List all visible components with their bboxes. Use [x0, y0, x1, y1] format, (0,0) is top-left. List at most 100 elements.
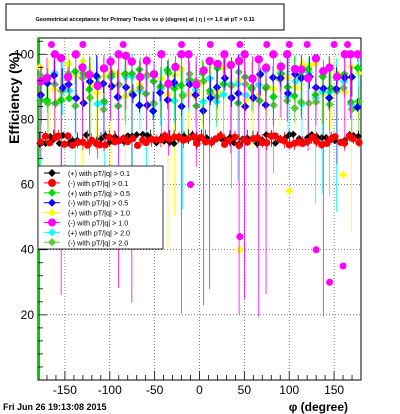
data-point: [177, 50, 186, 59]
data-point: [37, 138, 45, 146]
data-point: [253, 139, 261, 148]
y-tick-label: 20: [21, 308, 35, 322]
data-point: [212, 83, 222, 92]
data-point: [227, 93, 236, 103]
data-point: [85, 77, 95, 86]
data-point: [241, 102, 250, 111]
data-point: [355, 138, 363, 147]
data-point: [51, 99, 60, 108]
data-point: [135, 101, 144, 110]
data-point: [285, 41, 293, 49]
data-point: [234, 89, 243, 98]
data-point: [339, 83, 348, 93]
data-point: [231, 133, 239, 141]
data-point: [206, 41, 214, 49]
data-point: [97, 135, 105, 143]
data-point: [220, 50, 229, 59]
data-point: [78, 69, 88, 78]
data-point: [285, 187, 294, 196]
data-point: [254, 55, 263, 64]
data-point: [353, 63, 362, 73]
data-point: [290, 64, 300, 74]
data-point: [296, 97, 306, 107]
data-point: [235, 141, 243, 150]
data-point: [50, 50, 60, 59]
data-point: [226, 60, 236, 70]
x-tick-label: 0: [196, 383, 203, 397]
data-point: [148, 106, 158, 116]
data-point: [185, 75, 194, 85]
data-point: [325, 93, 334, 103]
data-point: [170, 84, 179, 93]
data-point: [349, 134, 357, 143]
data-point: [240, 50, 249, 59]
data-point: [241, 90, 250, 100]
data-point: [92, 88, 101, 98]
data-point: [129, 135, 137, 143]
data-point: [93, 81, 102, 91]
data-point: [192, 80, 201, 89]
data-point: [85, 93, 95, 102]
data-point: [236, 41, 244, 49]
data-point: [206, 93, 215, 103]
series-2: [36, 54, 362, 111]
data-point: [353, 50, 362, 59]
data-point: [219, 79, 228, 89]
data-point: [235, 245, 244, 254]
data-point: [43, 79, 52, 88]
data-point: [48, 178, 56, 187]
data-point: [205, 56, 214, 66]
x-tick-label: 100: [279, 383, 299, 397]
data-point: [354, 97, 364, 106]
data-point: [193, 139, 201, 147]
data-point: [201, 138, 210, 146]
data-point: [249, 93, 258, 103]
data-point: [99, 64, 109, 73]
data-point: [85, 70, 94, 79]
data-point: [346, 50, 355, 59]
data-point: [303, 134, 312, 142]
data-point: [71, 67, 80, 76]
legend-label: (-) with pT/|q| > 0.1: [68, 179, 128, 188]
data-point: [58, 83, 67, 93]
data-point: [143, 100, 152, 110]
data-point: [171, 62, 180, 72]
data-point: [74, 138, 82, 147]
data-point: [48, 228, 56, 237]
legend-label: (-) with pT/|q| > 2.0: [68, 238, 128, 247]
legend-label: (+) with pT/|q| > 0.1: [68, 169, 130, 178]
data-point: [322, 134, 330, 142]
data-point: [48, 198, 56, 207]
data-point: [220, 73, 230, 83]
data-point: [297, 65, 306, 74]
legend-box: [37, 165, 164, 250]
data-point: [170, 96, 179, 105]
data-point: [56, 54, 66, 63]
data-point: [280, 137, 288, 145]
data-point: [54, 132, 62, 140]
data-point: [163, 95, 173, 105]
data-point: [78, 63, 87, 72]
data-point: [325, 63, 334, 72]
data-point: [60, 140, 68, 148]
legend-label: (-) with pT/|q| > 1.0: [68, 219, 128, 228]
data-point: [344, 41, 352, 49]
data-point: [262, 131, 270, 139]
data-point: [92, 71, 101, 81]
data-point: [241, 80, 250, 89]
x-tick-label: -150: [53, 383, 77, 397]
data-point: [290, 103, 299, 113]
data-point: [263, 41, 271, 49]
data-point: [83, 141, 92, 149]
data-point: [304, 65, 313, 74]
data-point: [276, 62, 286, 71]
data-point: [282, 50, 292, 59]
data-point: [46, 139, 54, 147]
data-point: [298, 60, 307, 70]
legend-label: (+) with pT/|q| > 0.5: [68, 189, 130, 198]
data-point: [79, 98, 88, 108]
data-point: [119, 41, 127, 49]
data-point: [105, 138, 114, 147]
data-point: [48, 218, 56, 227]
